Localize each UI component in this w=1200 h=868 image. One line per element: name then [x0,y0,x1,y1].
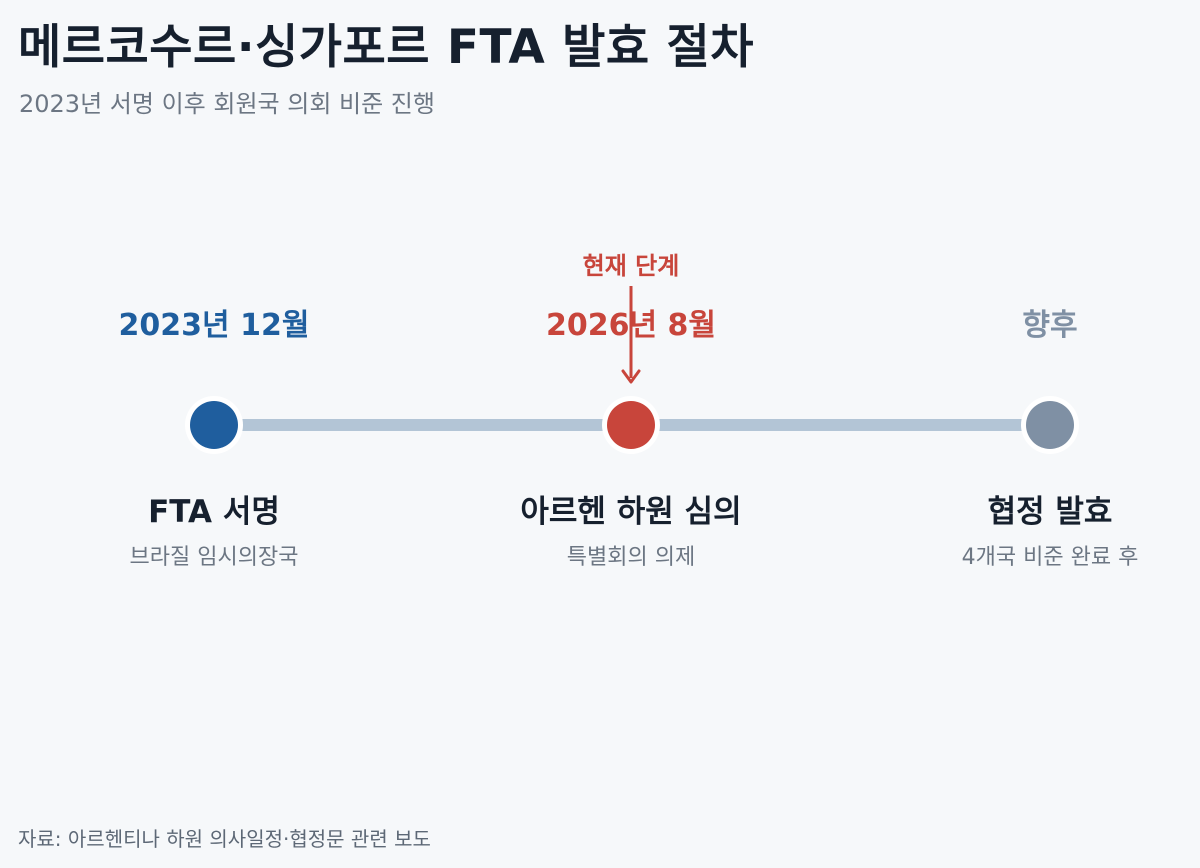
stage-node-entry-into-force-fill [1026,401,1074,449]
stage-description-entry-into-force: 4개국 비준 완료 후 [961,545,1139,570]
stage-date-signing: 2023년 12월 [118,308,310,343]
stage-date-review: 2026년 8월 [545,308,716,343]
page-title: 메르코수르·싱가포르 FTA 발효 절차 [18,20,754,75]
stage-node-signing-fill [190,401,238,449]
stage-description-signing: 브라질 임시의장국 [129,545,299,570]
stage-description-review: 특별회의 의제 [566,545,696,570]
current-stage-label: 현재 단계 [582,252,680,280]
current-stage-arrow-head [621,369,641,384]
source-note: 자료: 아르헨티나 하원 의사일정·협정문 관련 보도 [18,827,431,851]
stage-title-entry-into-force: 협정 발효 [987,494,1113,530]
stage-date-entry-into-force: 향후 [1022,308,1078,343]
stage-title-signing: FTA 서명 [148,494,280,530]
stage-title-review: 아르헨 하원 심의 [520,494,742,530]
stage-node-review-fill [607,401,655,449]
page-subtitle: 2023년 서명 이후 회원국 의회 비준 진행 [19,90,435,118]
